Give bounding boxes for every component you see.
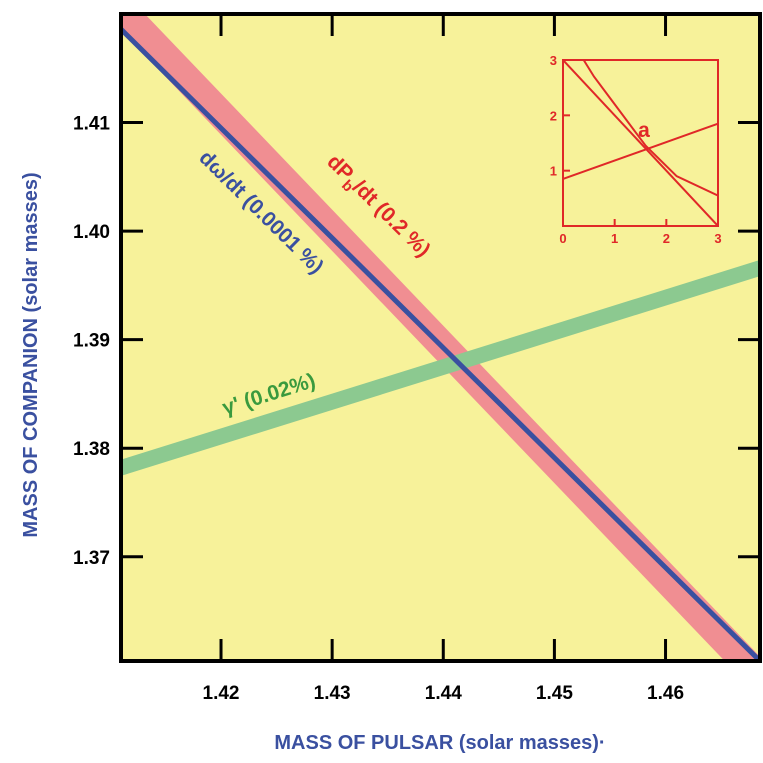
inset-y-tick-label-1: 2 [550,108,557,123]
series-layer [121,14,760,661]
y-tick-label-3: 1.38 [73,439,110,460]
inset-x-tick-label-0: 0 [559,231,566,246]
band-2 [121,259,760,476]
inset-x-tick-label-3: 3 [714,231,721,246]
inset-lines [563,60,718,226]
y-tick-label-0: 1.41 [73,114,110,135]
axes-layer: 1.42 1.43 1.44 1.45 1.46 1.41 1.40 1.39 1.38 1.37 [73,12,762,704]
inset-frame [562,59,719,227]
y-tick-label-2: 1.39 [73,331,110,352]
x-tick-label-4: 1.46 [647,683,684,704]
plot-area: 1.42 1.43 1.44 1.45 1.46 1.41 1.40 1.39 1.38 1.37 [73,12,762,704]
x-tick-label-0: 1.42 [203,683,240,704]
axes-frame [119,12,762,663]
series-line-1 [121,27,760,661]
y-tick-label-1: 1.40 [73,222,110,243]
inset-label: a [638,119,650,142]
inset-line-0 [563,60,718,226]
x-tick-label-3: 1.45 [536,683,573,704]
inset-y-tick-label-0: 1 [550,164,557,179]
band-0 [121,14,760,661]
inset-x-tick-label-1: 1 [611,231,618,246]
inset-x-tick-label-2: 2 [663,231,670,246]
y-axis-title: MASS OF COMPANION (solar masses) [20,172,42,537]
x-axis-title: MASS OF PULSAR (solar masses)· [274,732,605,754]
inset-chart: 0 1 2 3 1 2 3 a [550,53,722,246]
x-tick-label-2: 1.44 [425,683,462,704]
inset-line-2 [582,60,718,197]
inset-y-tick-label-2: 3 [550,53,557,68]
x-tick-label-1: 1.43 [314,683,351,704]
inset-line-1 [563,122,718,180]
y-tick-label-4: 1.37 [73,548,110,569]
